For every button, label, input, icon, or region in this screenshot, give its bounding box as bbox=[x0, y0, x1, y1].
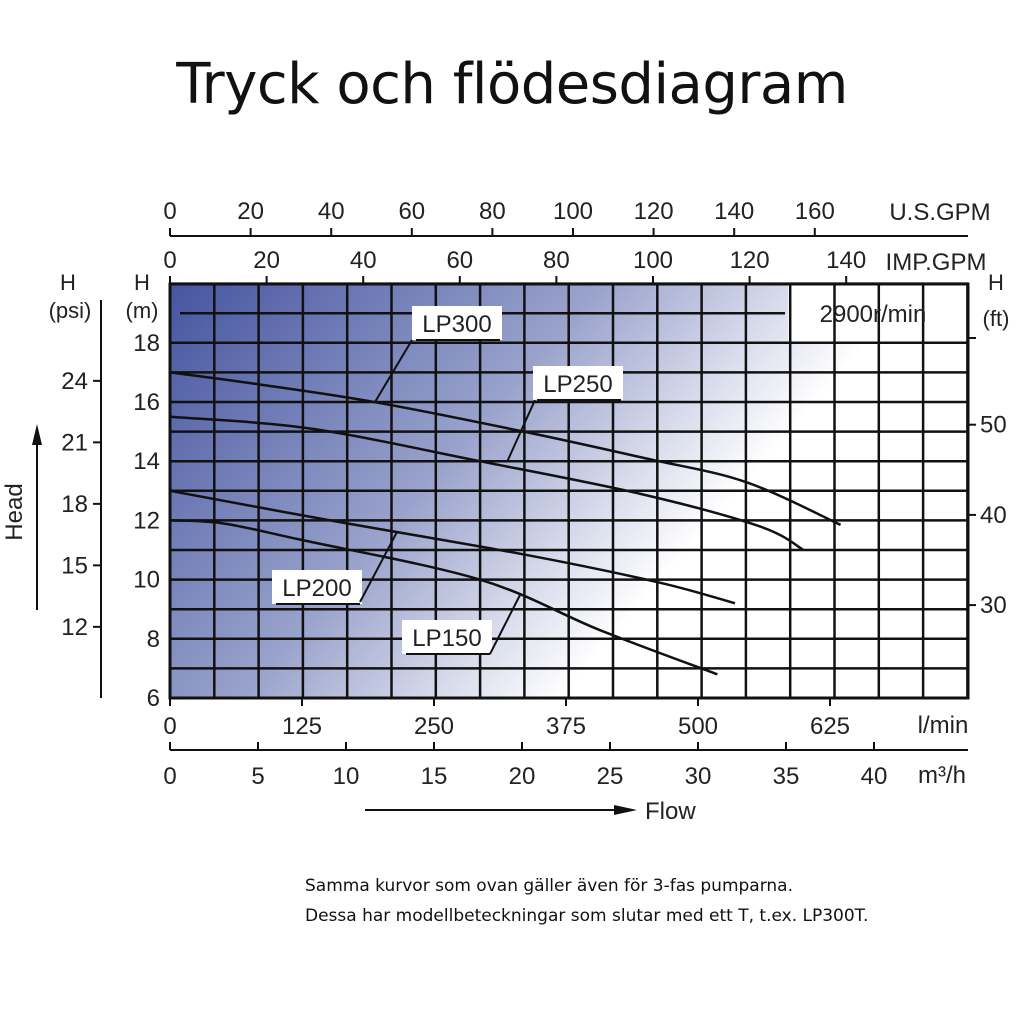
imp-gpm-tick-label: 0 bbox=[163, 247, 176, 274]
l-min-tick-label: 625 bbox=[810, 713, 850, 740]
psi-tick-label: 24 bbox=[61, 368, 88, 395]
psi-tick-label: 18 bbox=[61, 491, 88, 518]
us-gpm-tick-label: 40 bbox=[318, 198, 345, 225]
l-min-tick-label: 125 bbox=[282, 713, 322, 740]
imp-gpm-tick-label: 100 bbox=[633, 247, 673, 274]
curve-lp200 bbox=[169, 489, 736, 605]
us-gpm-tick-label: 100 bbox=[553, 198, 593, 225]
ft-tick-label: 40 bbox=[980, 502, 1007, 529]
imp-gpm-tick-label: 140 bbox=[826, 247, 866, 274]
psi-tick-label: 15 bbox=[61, 552, 88, 579]
page-title: Tryck och flödesdiagram bbox=[176, 52, 848, 117]
us-gpm-tick-label: 80 bbox=[479, 198, 506, 225]
imp-gpm-tick-label: 60 bbox=[446, 247, 473, 274]
head-m-tick-label: 12 bbox=[133, 507, 160, 534]
series-label-box-lp300 bbox=[412, 306, 502, 340]
ft-tick-label: 50 bbox=[980, 412, 1007, 439]
series-leader-lp300 bbox=[374, 339, 413, 403]
series-label-lp150: LP150 bbox=[412, 625, 481, 652]
imp-gpm-tick-label: 20 bbox=[253, 247, 280, 274]
m3h-tick-label: 25 bbox=[597, 763, 624, 790]
series-leader-lp200 bbox=[359, 531, 398, 603]
imp-gpm-tick-label: 80 bbox=[543, 247, 570, 274]
m3h-tick-label: 5 bbox=[251, 763, 264, 790]
head-m-tick-label: 18 bbox=[133, 330, 160, 357]
imp-gpm-tick-label: 40 bbox=[350, 247, 377, 274]
m3h-tick-label: 30 bbox=[685, 763, 712, 790]
l-min-tick-label: 500 bbox=[678, 713, 718, 740]
m3h-tick-label: 20 bbox=[509, 763, 536, 790]
us-gpm-tick-label: 120 bbox=[634, 198, 674, 225]
m3h-tick-label: 40 bbox=[861, 763, 888, 790]
l-min-tick-label: 250 bbox=[414, 713, 454, 740]
head-m-tick-label: 8 bbox=[147, 626, 160, 653]
imp-gpm-tick-label: 120 bbox=[730, 247, 770, 274]
m3h-tick-label: 15 bbox=[421, 763, 448, 790]
us-gpm-tick-label: 20 bbox=[237, 198, 264, 225]
head-m-tick-label: 6 bbox=[147, 685, 160, 712]
l-min-axis-label: l/min bbox=[918, 712, 969, 739]
series-leader-lp150 bbox=[489, 594, 521, 655]
psi-tick-label: 21 bbox=[61, 429, 88, 456]
m3h-tick-label: 0 bbox=[163, 763, 176, 790]
head-axis-title: Head bbox=[1, 483, 28, 540]
us-gpm-axis-label: U.S.GPM bbox=[889, 199, 990, 226]
series-label-lp200: LP200 bbox=[282, 575, 351, 602]
head-m-tick-label: 14 bbox=[133, 448, 160, 475]
head-m-tick-label: 16 bbox=[133, 389, 160, 416]
us-gpm-tick-label: 160 bbox=[795, 198, 835, 225]
series-leader-lp250 bbox=[506, 399, 536, 463]
psi-tick-label: 12 bbox=[61, 614, 88, 641]
series-label-lp250: LP250 bbox=[543, 371, 612, 398]
series-label-box-lp200 bbox=[272, 570, 362, 604]
psi-label: H bbox=[60, 270, 76, 295]
us-gpm-tick-label: 0 bbox=[163, 198, 176, 225]
speed-label: 2900r/min bbox=[820, 301, 927, 328]
l-min-tick-label: 375 bbox=[546, 713, 586, 740]
psi-unit: (psi) bbox=[49, 298, 92, 323]
head-arrow-icon bbox=[32, 424, 42, 445]
ft-unit: (ft) bbox=[983, 306, 1010, 331]
head-m-tick-label: 10 bbox=[133, 567, 160, 594]
flow-axis-title: Flow bbox=[645, 798, 696, 825]
ft-label: H bbox=[988, 270, 1004, 295]
series-label-lp300: LP300 bbox=[422, 311, 491, 338]
flow-arrow-icon bbox=[614, 805, 637, 815]
curve-lp300 bbox=[169, 371, 842, 526]
us-gpm-tick-label: 60 bbox=[398, 198, 425, 225]
imp-gpm-axis-label: IMP.GPM bbox=[886, 249, 987, 276]
caption-line-1: Samma kurvor som ovan gäller även för 3-… bbox=[305, 876, 794, 896]
caption-line-2: Dessa har modellbeteckningar som slutar … bbox=[305, 906, 869, 926]
m3h-axis-label: m³/h bbox=[918, 762, 966, 789]
m3h-tick-label: 10 bbox=[333, 763, 360, 790]
us-gpm-tick-label: 140 bbox=[714, 198, 754, 225]
l-min-tick-label: 0 bbox=[163, 713, 176, 740]
head-m-unit: (m) bbox=[126, 298, 159, 323]
series-label-box-lp250 bbox=[533, 366, 623, 400]
series-label-box-lp150 bbox=[402, 620, 492, 654]
ft-tick-label: 30 bbox=[980, 592, 1007, 619]
curve-lp250 bbox=[169, 415, 805, 552]
m3h-tick-label: 35 bbox=[773, 763, 800, 790]
head-m-label: H bbox=[134, 270, 150, 295]
curve-lp150 bbox=[169, 519, 718, 676]
